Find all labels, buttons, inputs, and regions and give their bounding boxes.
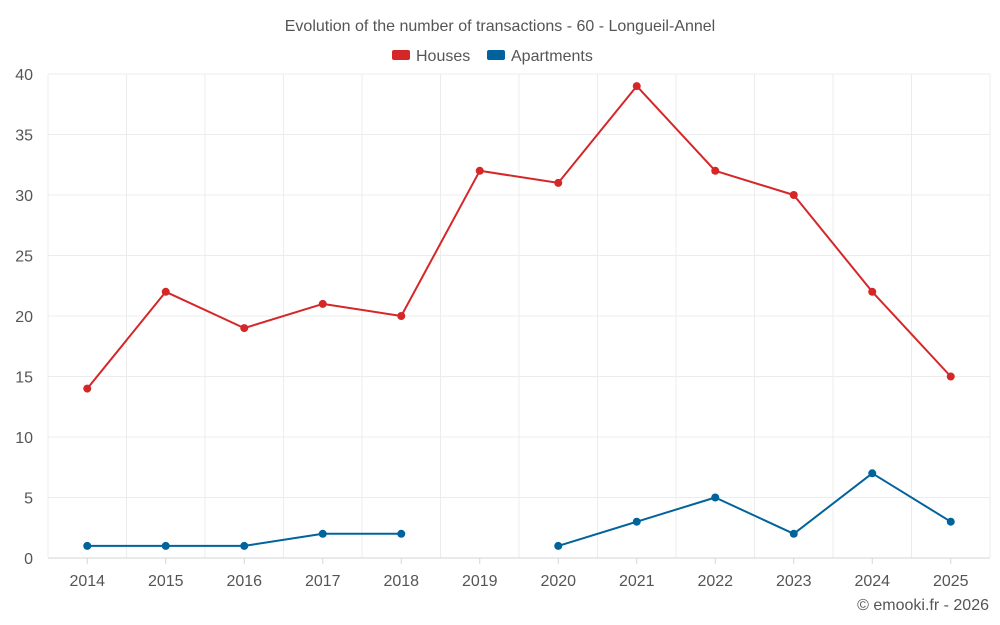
x-tick-label-2017: 2017 <box>305 573 341 590</box>
data-point-houses-2017[interactable] <box>318 299 327 308</box>
credit-text: © emooki.fr - 2026 <box>857 597 989 614</box>
x-tick-label-2014: 2014 <box>69 573 105 590</box>
data-point-houses-2025[interactable] <box>946 372 955 381</box>
data-point-houses-2023[interactable] <box>789 191 798 199</box>
series-line-houses <box>86 85 952 390</box>
data-point-houses-2015[interactable] <box>161 287 170 296</box>
x-tick-label-2021: 2021 <box>619 573 655 590</box>
data-point-houses-2019[interactable] <box>475 166 484 175</box>
data-point-apartments-2022[interactable] <box>711 493 720 502</box>
data-point-apartments-2024[interactable] <box>868 469 877 478</box>
data-point-apartments-2023[interactable] <box>789 529 798 538</box>
legend-swatch-apartments <box>487 50 505 60</box>
x-tick-label-2025: 2025 <box>933 573 969 590</box>
y-tick-label: 25 <box>15 249 33 266</box>
y-tick-label: 40 <box>15 67 33 84</box>
y-tick-label: 20 <box>15 309 33 326</box>
x-tick-label-2018: 2018 <box>383 573 419 590</box>
legend-swatch-houses <box>392 50 410 60</box>
data-point-apartments-2015[interactable] <box>161 541 170 550</box>
x-tick-label-2019: 2019 <box>462 573 498 590</box>
data-point-apartments-2014[interactable] <box>83 541 92 550</box>
series-houses <box>83 82 955 393</box>
y-tick-label: 35 <box>15 128 33 145</box>
y-tick-label: 10 <box>15 430 33 447</box>
x-tick-label-2024: 2024 <box>854 573 890 590</box>
legend: Houses Apartments <box>392 48 593 65</box>
data-point-apartments-2020[interactable] <box>554 541 563 550</box>
gridlines <box>47 73 991 558</box>
data-point-apartments-2017[interactable] <box>318 529 327 538</box>
data-point-houses-2020[interactable] <box>554 178 563 187</box>
x-tick-label-2023: 2023 <box>776 573 812 590</box>
data-point-apartments-2021[interactable] <box>632 517 641 526</box>
y-tick-label: 0 <box>24 551 33 568</box>
data-point-houses-2016[interactable] <box>240 324 249 333</box>
data-point-apartments-2025[interactable] <box>946 517 955 526</box>
data-point-houses-2022[interactable] <box>711 166 720 175</box>
y-axis: 0 5 10 15 20 25 30 35 40 <box>15 67 33 568</box>
x-axis: 2014 2015 2016 2017 2018 2019 2020 2021 2022 2023… <box>48 557 990 590</box>
legend-label-houses[interactable]: Houses <box>416 48 470 65</box>
x-tick-label-2020: 2020 <box>540 573 576 590</box>
data-point-houses-2018[interactable] <box>397 312 406 320</box>
x-tick-label-2015: 2015 <box>148 573 184 590</box>
legend-label-apartments[interactable]: Apartments <box>511 48 593 65</box>
y-tick-label: 30 <box>15 188 33 205</box>
series <box>83 82 955 550</box>
y-tick-label: 5 <box>24 491 33 508</box>
chart-title: Evolution of the number of transactions … <box>285 18 715 35</box>
data-point-houses-2014[interactable] <box>83 384 92 393</box>
data-point-houses-2024[interactable] <box>868 287 877 296</box>
x-tick-label-2016: 2016 <box>226 573 262 590</box>
series-apartments <box>83 469 955 550</box>
data-point-apartments-2018[interactable] <box>397 529 406 538</box>
y-tick-label: 15 <box>15 370 33 387</box>
x-tick-label-2022: 2022 <box>697 573 733 590</box>
data-point-houses-2021[interactable] <box>632 82 641 91</box>
data-point-apartments-2016[interactable] <box>240 541 249 550</box>
series-line-apartments <box>557 472 952 547</box>
